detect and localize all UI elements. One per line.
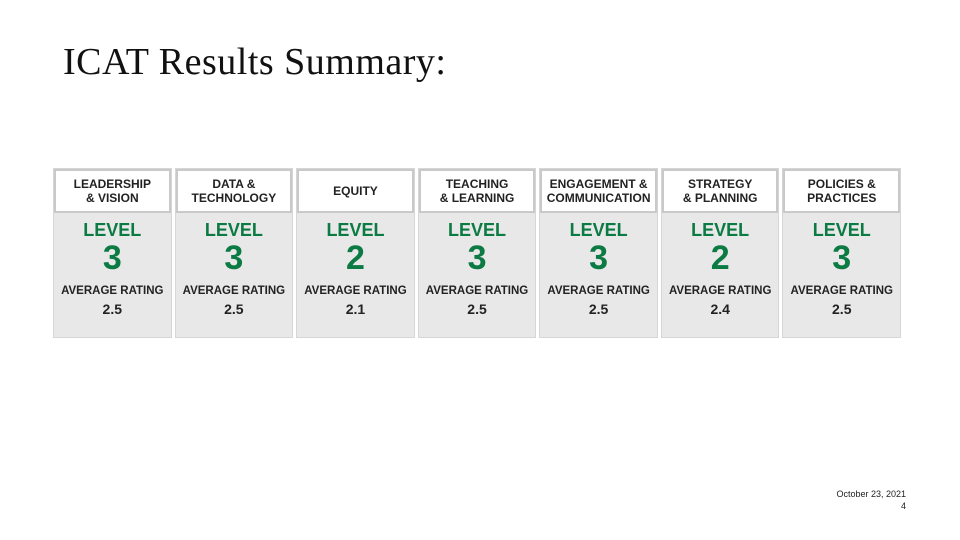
card-heading: STRATEGY & PLANNING bbox=[661, 169, 779, 213]
level-label: LEVEL bbox=[204, 220, 263, 240]
card-heading: ENGAGEMENT & COMMUNICATION bbox=[540, 169, 657, 213]
level-value: 2 bbox=[710, 239, 730, 277]
average-rating-label: AVERAGE RATING bbox=[790, 285, 893, 297]
average-rating-value: 2.5 bbox=[467, 301, 487, 317]
level-label: LEVEL bbox=[812, 220, 871, 240]
average-rating-value: 2.5 bbox=[102, 301, 123, 317]
results-cards: LEADERSHIP & VISION LEVEL 3 AVERAGE RATI… bbox=[53, 168, 902, 338]
card-heading: LEADERSHIP & VISION bbox=[54, 169, 171, 213]
average-rating-label: AVERAGE RATING bbox=[182, 285, 286, 297]
card-heading: EQUITY bbox=[297, 169, 414, 213]
card-data-technology: DATA & TECHNOLOGY LEVEL 3 AVERAGE RATING… bbox=[174, 168, 294, 338]
card-heading: DATA & TECHNOLOGY bbox=[175, 169, 293, 213]
slide-date: October 23, 2021 bbox=[836, 489, 906, 499]
average-rating-label: AVERAGE RATING bbox=[304, 285, 407, 297]
level-label: LEVEL bbox=[691, 220, 750, 240]
level-value: 3 bbox=[224, 239, 244, 277]
slide-page-number: 4 bbox=[900, 501, 906, 511]
level-label: LEVEL bbox=[326, 220, 385, 240]
card-equity: EQUITY LEVEL 2 AVERAGE RATING 2.1 bbox=[296, 168, 415, 338]
level-value: 3 bbox=[589, 239, 609, 277]
card-body: LEVEL 2 AVERAGE RATING 2.1 bbox=[297, 213, 414, 337]
level-value: 3 bbox=[832, 239, 852, 277]
card-body: LEVEL 3 AVERAGE RATING 2.5 bbox=[54, 213, 171, 337]
card-leadership-vision: LEADERSHIP & VISION LEVEL 3 AVERAGE RATI… bbox=[53, 168, 172, 338]
average-rating-value: 2.1 bbox=[345, 301, 366, 317]
average-rating-value: 2.4 bbox=[710, 301, 730, 317]
average-rating-label: AVERAGE RATING bbox=[425, 285, 529, 297]
card-body: LEVEL 3 AVERAGE RATING 2.5 bbox=[419, 213, 536, 337]
level-label: LEVEL bbox=[448, 220, 507, 240]
card-body: LEVEL 3 AVERAGE RATING 2.5 bbox=[176, 213, 293, 337]
card-policies-practices: POLICIES & PRACTICES LEVEL 3 AVERAGE RAT… bbox=[782, 168, 902, 338]
level-value: 2 bbox=[345, 239, 365, 277]
card-body: LEVEL 3 AVERAGE RATING 2.5 bbox=[783, 213, 900, 337]
average-rating-value: 2.5 bbox=[588, 301, 609, 317]
level-label: LEVEL bbox=[83, 220, 142, 240]
average-rating-label: AVERAGE RATING bbox=[61, 285, 164, 297]
card-heading: POLICIES & PRACTICES bbox=[783, 169, 901, 213]
level-value: 3 bbox=[102, 239, 122, 277]
level-value: 3 bbox=[467, 239, 487, 277]
card-body: LEVEL 2 AVERAGE RATING 2.4 bbox=[662, 213, 779, 337]
card-body: LEVEL 3 AVERAGE RATING 2.5 bbox=[540, 213, 657, 337]
average-rating-value: 2.5 bbox=[224, 301, 244, 317]
card-heading: TEACHING & LEARNING bbox=[418, 169, 536, 213]
slide-title: ICAT Results Summary: bbox=[63, 41, 447, 83]
average-rating-label: AVERAGE RATING bbox=[547, 285, 650, 297]
card-teaching-learning: TEACHING & LEARNING LEVEL 3 AVERAGE RATI… bbox=[417, 168, 537, 338]
average-rating-value: 2.5 bbox=[832, 301, 852, 317]
level-label: LEVEL bbox=[569, 220, 628, 240]
card-engagement-communication: ENGAGEMENT & COMMUNICATION LEVEL 3 AVERA… bbox=[539, 168, 658, 338]
card-strategy-planning: STRATEGY & PLANNING LEVEL 2 AVERAGE RATI… bbox=[660, 168, 780, 338]
average-rating-label: AVERAGE RATING bbox=[668, 285, 772, 297]
